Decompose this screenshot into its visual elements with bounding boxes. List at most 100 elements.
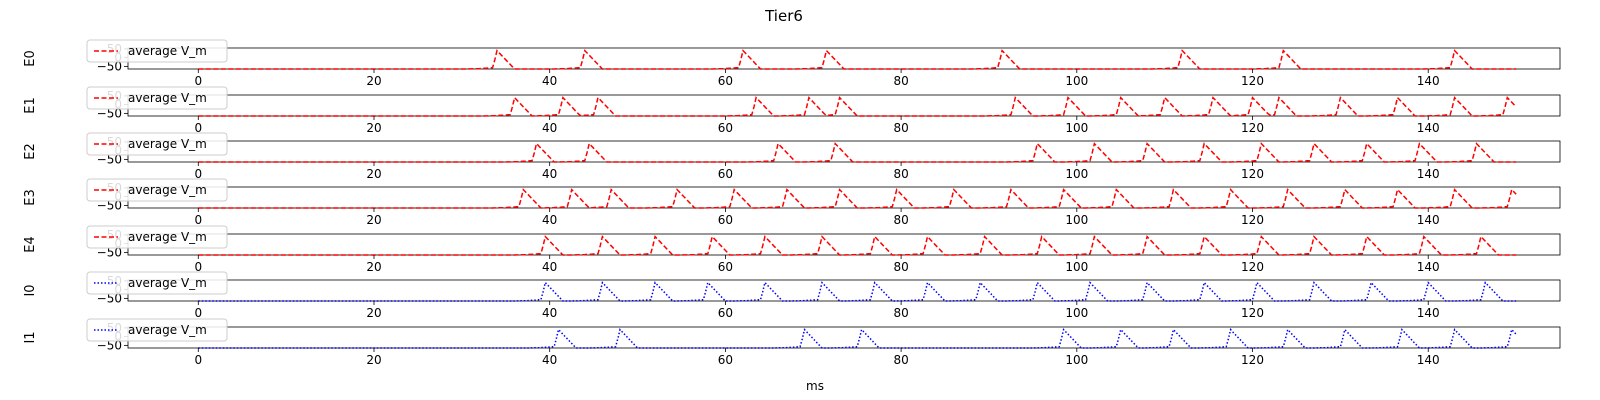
x-tick-label: 40	[542, 353, 557, 367]
x-tick-label: 120	[1241, 121, 1264, 135]
x-tick-label: 20	[366, 353, 381, 367]
legend-box	[86, 178, 228, 202]
x-tick-label: 60	[718, 306, 733, 320]
legend: average V_m	[86, 39, 228, 63]
x-tick-label: 80	[893, 121, 908, 135]
x-tick-label: 140	[1417, 167, 1440, 181]
legend-label: average V_m	[128, 91, 207, 105]
x-tick-label: 0	[194, 74, 202, 88]
x-tick-label: 100	[1065, 353, 1088, 367]
y-tick-label: −50	[97, 198, 122, 212]
panel-ylabel: E0	[23, 50, 38, 67]
legend-box	[86, 271, 228, 295]
axes-frame	[127, 47, 1561, 70]
legend: average V_m	[86, 271, 228, 295]
axes-frame	[127, 140, 1561, 163]
x-tick-label: 140	[1417, 213, 1440, 227]
y-tick-label: −50	[97, 59, 122, 73]
legend-box	[86, 132, 228, 156]
legend: average V_m	[86, 132, 228, 156]
x-tick-label: 100	[1065, 167, 1088, 181]
x-tick-label: 60	[718, 213, 733, 227]
legend: average V_m	[86, 178, 228, 202]
panel-ylabel: I1	[23, 331, 38, 343]
y-tick-label: −50	[97, 338, 122, 352]
series-line-e4-0	[198, 235, 1517, 256]
x-tick-label: 40	[542, 213, 557, 227]
panel-ylabel: E4	[23, 236, 38, 253]
legend-label: average V_m	[128, 183, 207, 197]
legend-label: average V_m	[128, 230, 207, 244]
x-tick-label: 120	[1241, 213, 1264, 227]
panel-ylabel: E1	[23, 97, 38, 114]
x-tick-label: 0	[194, 167, 202, 181]
x-tick-label: 100	[1065, 213, 1088, 227]
x-tick-label: 20	[366, 260, 381, 274]
legend: average V_m	[86, 86, 228, 110]
x-axis-label: ms	[806, 379, 824, 393]
chart-title: Tier6	[764, 7, 803, 25]
x-tick-label: 40	[542, 121, 557, 135]
legend-label: average V_m	[128, 323, 207, 337]
x-tick-label: 100	[1065, 121, 1088, 135]
x-tick-label: 0	[194, 121, 202, 135]
x-tick-label: 60	[718, 353, 733, 367]
x-tick-label: 140	[1417, 121, 1440, 135]
panel-ylabel: I0	[23, 284, 38, 296]
axes-frame	[127, 279, 1561, 302]
x-tick-label: 40	[542, 74, 557, 88]
x-tick-label: 100	[1065, 74, 1088, 88]
x-tick-label: 80	[893, 213, 908, 227]
legend-label: average V_m	[128, 44, 207, 58]
x-tick-label: 60	[718, 74, 733, 88]
x-tick-label: 120	[1241, 167, 1264, 181]
x-tick-label: 60	[718, 167, 733, 181]
series-line-e3-0	[198, 188, 1517, 209]
x-tick-label: 0	[194, 260, 202, 274]
x-tick-label: 20	[366, 74, 381, 88]
x-tick-label: 80	[893, 260, 908, 274]
x-tick-label: 80	[893, 74, 908, 88]
x-tick-label: 20	[366, 213, 381, 227]
x-tick-label: 40	[542, 260, 557, 274]
x-tick-label: 120	[1241, 74, 1264, 88]
legend-label: average V_m	[128, 137, 207, 151]
x-tick-label: 20	[366, 121, 381, 135]
x-tick-label: 140	[1417, 260, 1440, 274]
x-tick-label: 140	[1417, 306, 1440, 320]
legend: average V_m	[86, 225, 228, 249]
axes-frame	[127, 233, 1561, 256]
series-line-i0-0	[198, 281, 1517, 302]
x-tick-label: 20	[366, 306, 381, 320]
series-line-i1-0	[198, 328, 1517, 349]
series-line-e0-0	[198, 49, 1517, 70]
x-tick-label: 100	[1065, 306, 1088, 320]
y-tick-label: −50	[97, 106, 122, 120]
y-tick-label: −50	[97, 245, 122, 259]
series-line-e2-0	[198, 142, 1517, 163]
legend-box	[86, 225, 228, 249]
x-tick-label: 120	[1241, 353, 1264, 367]
panel-ylabel: E3	[23, 189, 38, 206]
panel-ylabel: E2	[23, 143, 38, 160]
x-tick-label: 40	[542, 306, 557, 320]
axes-frame	[127, 94, 1561, 117]
x-tick-label: 120	[1241, 306, 1264, 320]
legend-box	[86, 318, 228, 342]
y-tick-label: −50	[97, 152, 122, 166]
series-line-e1-0	[198, 96, 1517, 117]
legend-box	[86, 86, 228, 110]
x-tick-label: 40	[542, 167, 557, 181]
y-tick-label: −50	[97, 291, 122, 305]
x-tick-label: 80	[893, 167, 908, 181]
x-tick-label: 0	[194, 306, 202, 320]
x-tick-label: 140	[1417, 74, 1440, 88]
legend-box	[86, 39, 228, 63]
x-tick-label: 0	[194, 213, 202, 227]
